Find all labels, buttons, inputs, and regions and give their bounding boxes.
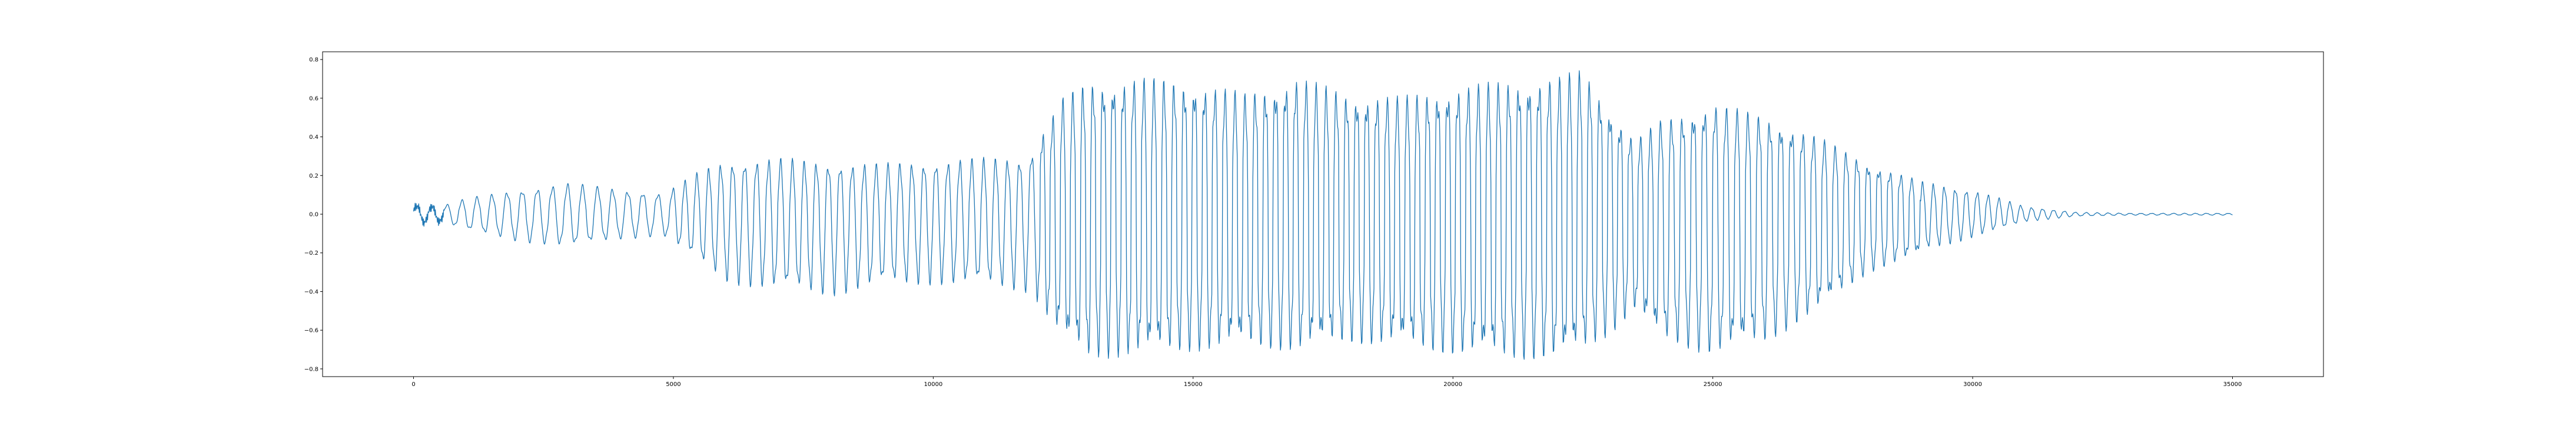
x-tick-label: 10000 — [924, 381, 942, 388]
y-tick-label: −0.2 — [304, 250, 318, 257]
x-tick-label: 0 — [411, 381, 415, 388]
plot-area — [413, 70, 2233, 360]
y-axis: −0.8 −0.6 −0.4 −0.2 0.0 0.2 0.4 0.6 0.8 — [304, 57, 323, 373]
series-line-waveform — [413, 70, 2233, 360]
x-tick-label: 30000 — [1963, 381, 1982, 388]
x-tick-label: 5000 — [666, 381, 680, 388]
x-tick-label: 25000 — [1704, 381, 1722, 388]
y-tick-label: −0.6 — [304, 328, 318, 334]
x-axis: 0 5000 10000 15000 20000 25000 30000 35000 — [411, 377, 2242, 388]
y-tick-label: 0.0 — [309, 212, 318, 218]
y-tick-label: 0.8 — [309, 57, 318, 64]
x-tick-label: 20000 — [1443, 381, 1462, 388]
y-tick-label: 0.2 — [309, 173, 318, 179]
y-tick-label: −0.4 — [304, 289, 318, 295]
y-tick-label: 0.6 — [309, 95, 318, 102]
y-tick-label: −0.8 — [304, 366, 318, 373]
y-tick-label: 0.4 — [309, 134, 318, 141]
x-tick-label: 35000 — [2223, 381, 2242, 388]
x-tick-label: 15000 — [1184, 381, 1203, 388]
